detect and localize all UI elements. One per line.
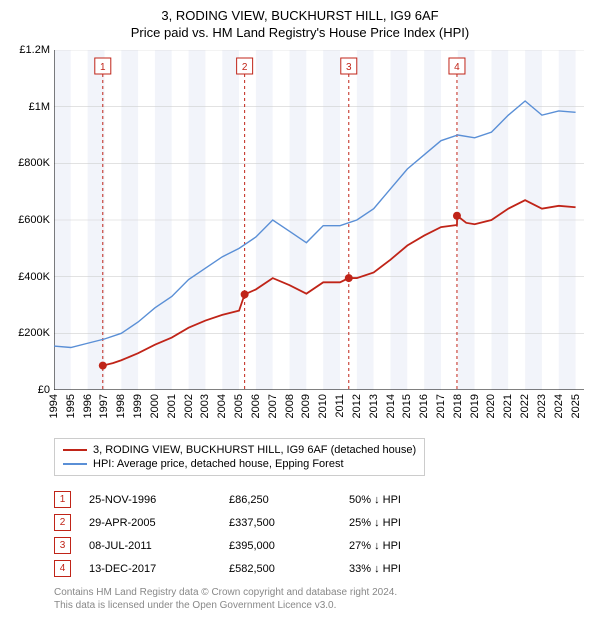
footer-line-1: Contains HM Land Registry data © Crown c… bbox=[54, 586, 590, 599]
x-tick-label: 2010 bbox=[317, 394, 329, 418]
sale-date: 08-JUL-2011 bbox=[89, 540, 229, 552]
x-tick-label: 2011 bbox=[334, 394, 346, 418]
sale-diff: 33% ↓ HPI bbox=[349, 563, 459, 575]
plot-area: £0£200K£400K£600K£800K£1M£1.2M 1234 bbox=[54, 50, 584, 390]
chart-title: 3, RODING VIEW, BUCKHURST HILL, IG9 6AF bbox=[10, 8, 590, 23]
svg-text:4: 4 bbox=[454, 62, 460, 73]
chart-container: 3, RODING VIEW, BUCKHURST HILL, IG9 6AF … bbox=[0, 0, 600, 620]
x-tick-label: 2009 bbox=[300, 394, 312, 418]
y-tick-label: £200K bbox=[10, 327, 50, 339]
legend-label: HPI: Average price, detached house, Eppi… bbox=[93, 458, 344, 470]
sale-marker-box: 1 bbox=[54, 491, 71, 508]
x-tick-label: 2013 bbox=[368, 394, 380, 418]
sale-price: £582,500 bbox=[229, 563, 349, 575]
sales-row: 1 25-NOV-1996 £86,250 50% ↓ HPI bbox=[54, 488, 590, 511]
legend-item: HPI: Average price, detached house, Eppi… bbox=[63, 457, 416, 471]
sale-price: £337,500 bbox=[229, 517, 349, 529]
footer-line-2: This data is licensed under the Open Gov… bbox=[54, 599, 590, 612]
chart-svg: 1 2 3 4 bbox=[54, 50, 584, 390]
x-tick-label: 2025 bbox=[570, 394, 582, 418]
x-tick-label: 2017 bbox=[435, 394, 447, 418]
x-tick-label: 2016 bbox=[418, 394, 430, 418]
x-tick-label: 2002 bbox=[183, 394, 195, 418]
sale-date: 13-DEC-2017 bbox=[89, 563, 229, 575]
sales-row: 2 29-APR-2005 £337,500 25% ↓ HPI bbox=[54, 511, 590, 534]
x-tick-label: 2004 bbox=[216, 394, 228, 418]
x-tick-label: 2000 bbox=[149, 394, 161, 418]
x-tick-label: 2001 bbox=[166, 394, 178, 418]
y-tick-label: £1.2M bbox=[10, 44, 50, 56]
x-tick-label: 2022 bbox=[519, 394, 531, 418]
legend-swatch bbox=[63, 449, 87, 451]
x-axis-labels: 1994199519961997199819992000200120022003… bbox=[54, 390, 584, 430]
chart-subtitle: Price paid vs. HM Land Registry's House … bbox=[10, 25, 590, 40]
svg-text:2: 2 bbox=[242, 62, 248, 73]
x-tick-label: 2007 bbox=[267, 394, 279, 418]
sale-date: 29-APR-2005 bbox=[89, 517, 229, 529]
sale-date: 25-NOV-1996 bbox=[89, 494, 229, 506]
y-tick-label: £400K bbox=[10, 271, 50, 283]
y-axis-labels: £0£200K£400K£600K£800K£1M£1.2M bbox=[10, 50, 50, 390]
sale-diff: 50% ↓ HPI bbox=[349, 494, 459, 506]
sale-marker-box: 2 bbox=[54, 514, 71, 531]
x-tick-label: 2006 bbox=[250, 394, 262, 418]
y-tick-label: £1M bbox=[10, 101, 50, 113]
sales-row: 3 08-JUL-2011 £395,000 27% ↓ HPI bbox=[54, 534, 590, 557]
x-tick-label: 2015 bbox=[401, 394, 413, 418]
legend-item: 3, RODING VIEW, BUCKHURST HILL, IG9 6AF … bbox=[63, 443, 416, 457]
footer: Contains HM Land Registry data © Crown c… bbox=[54, 586, 590, 612]
x-tick-label: 1996 bbox=[82, 394, 94, 418]
x-tick-label: 2003 bbox=[199, 394, 211, 418]
sale-price: £86,250 bbox=[229, 494, 349, 506]
x-tick-label: 1999 bbox=[132, 394, 144, 418]
sales-row: 4 13-DEC-2017 £582,500 33% ↓ HPI bbox=[54, 557, 590, 580]
x-tick-label: 2023 bbox=[536, 394, 548, 418]
svg-text:3: 3 bbox=[346, 62, 352, 73]
x-tick-label: 1997 bbox=[98, 394, 110, 418]
x-tick-label: 1994 bbox=[48, 394, 60, 418]
x-tick-label: 2019 bbox=[469, 394, 481, 418]
x-tick-label: 2021 bbox=[502, 394, 514, 418]
y-tick-label: £800K bbox=[10, 157, 50, 169]
svg-text:1: 1 bbox=[100, 62, 106, 73]
x-tick-label: 2020 bbox=[485, 394, 497, 418]
sale-diff: 25% ↓ HPI bbox=[349, 517, 459, 529]
x-tick-label: 2024 bbox=[553, 394, 565, 418]
x-tick-label: 1995 bbox=[65, 394, 77, 418]
y-tick-label: £0 bbox=[10, 384, 50, 396]
sale-marker-box: 3 bbox=[54, 537, 71, 554]
legend-swatch bbox=[63, 463, 87, 465]
x-tick-label: 2008 bbox=[284, 394, 296, 418]
x-tick-label: 2018 bbox=[452, 394, 464, 418]
sales-table: 1 25-NOV-1996 £86,250 50% ↓ HPI 2 29-APR… bbox=[54, 488, 590, 580]
x-tick-label: 2012 bbox=[351, 394, 363, 418]
x-tick-label: 2005 bbox=[233, 394, 245, 418]
sale-marker-box: 4 bbox=[54, 560, 71, 577]
x-tick-label: 1998 bbox=[115, 394, 127, 418]
sale-diff: 27% ↓ HPI bbox=[349, 540, 459, 552]
sale-price: £395,000 bbox=[229, 540, 349, 552]
legend-label: 3, RODING VIEW, BUCKHURST HILL, IG9 6AF … bbox=[93, 444, 416, 456]
legend: 3, RODING VIEW, BUCKHURST HILL, IG9 6AF … bbox=[54, 438, 425, 476]
y-tick-label: £600K bbox=[10, 214, 50, 226]
x-tick-label: 2014 bbox=[385, 394, 397, 418]
